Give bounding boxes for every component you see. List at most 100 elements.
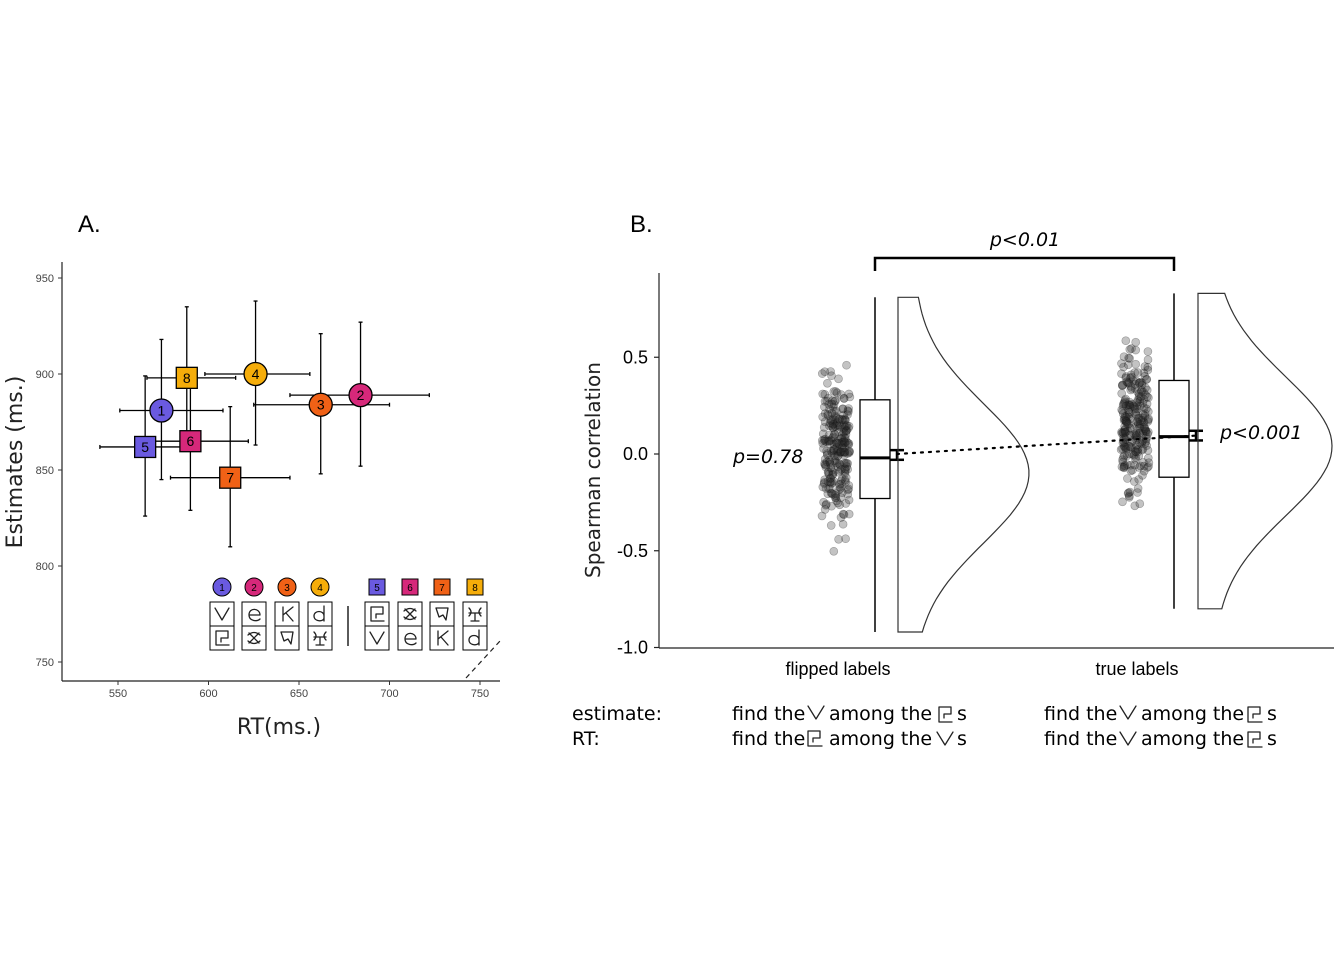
jitter-point: [1140, 424, 1149, 433]
panel-b-label: B.: [630, 211, 653, 238]
jitter-point: [1125, 492, 1134, 502]
jitter-point: [818, 389, 828, 399]
jitter-point: [1118, 428, 1128, 437]
jitter-point: [841, 534, 850, 544]
jitter-point: [1123, 474, 1132, 483]
jitter-point: [1132, 440, 1141, 450]
jitter-point: [1143, 362, 1153, 372]
jitter-point: [1130, 404, 1140, 414]
b-y-tick-label: 0.5: [623, 347, 648, 367]
jitter-point: [835, 485, 844, 494]
jitter-point: [1143, 429, 1152, 439]
jitter-point: [1137, 386, 1146, 395]
x-ticks: 550 600 650 700 750: [109, 681, 489, 700]
x-tick-label: 700: [380, 688, 398, 700]
raincloud-groups: [859, 292, 1333, 633]
jitter-point: [1118, 457, 1128, 467]
jitter-point: [1123, 451, 1132, 461]
jitter-point: [832, 388, 842, 398]
jitter-point: [1138, 415, 1147, 425]
jitter-point: [817, 511, 827, 521]
target-glyph-icon: [403, 607, 417, 621]
jitter-point: [825, 457, 835, 467]
comparison-pvalue: p<0.01: [989, 229, 1060, 251]
jitter-point: [824, 437, 834, 446]
among-the-text: among the: [829, 728, 932, 750]
jitter-point: [1120, 451, 1129, 460]
jitter-point: [1124, 419, 1133, 429]
jitter-point: [1137, 380, 1147, 390]
target-glyph-icon: [435, 607, 449, 621]
distractor-glyph-icon: [437, 630, 449, 646]
b-y-ticks: 0.5 0.0 -0.5 -1.0: [617, 347, 659, 658]
legend-circle-4: [310, 577, 330, 597]
jitter-point: [844, 421, 854, 431]
jitter-point: [843, 449, 852, 458]
jitter-point: [818, 482, 828, 492]
jitter-point: [833, 462, 843, 472]
jitter-point: [825, 458, 835, 467]
jitter-point: [1120, 424, 1130, 434]
jitter-point: [1130, 444, 1140, 453]
jitter-point: [843, 489, 853, 499]
jitter-point: [1118, 455, 1127, 465]
jitter-point: [840, 447, 850, 457]
jitter-point: [833, 421, 843, 431]
jitter-point: [1125, 491, 1134, 501]
jitter-point: [1131, 429, 1141, 438]
point-label-4: 4: [252, 366, 260, 382]
jitter-point: [1122, 417, 1131, 427]
b-y-tick-label: 0.0: [623, 444, 648, 464]
jitter-point: [819, 479, 829, 488]
jitter-point: [1143, 445, 1153, 455]
jitter-point: [841, 477, 850, 487]
jitter-point: [1139, 466, 1149, 476]
jitter-point: [824, 400, 834, 409]
distractor-glyph-icon: [404, 632, 417, 646]
jitter-point: [820, 390, 830, 399]
panel-b: B. 0.5 0.0 -0.5 -1.0 flipped labels true la…: [581, 211, 1334, 679]
jitter-point: [838, 438, 847, 447]
jitter-point: [829, 445, 839, 455]
jitter-point: [841, 499, 851, 508]
jitter-point: [1130, 501, 1140, 511]
legend-distractor-box: [364, 625, 390, 651]
jitter-point: [826, 488, 836, 498]
pvalue-true: p<0.001: [1219, 422, 1302, 444]
jitter-point: [1121, 373, 1131, 383]
jitter-point: [831, 413, 841, 422]
jitter-point: [1143, 355, 1153, 365]
jitter-point: [1124, 449, 1134, 459]
jitter-point: [1125, 442, 1135, 451]
jitter-point: [1117, 405, 1126, 415]
x-tick-label: 650: [290, 688, 308, 700]
jitter-point: [817, 436, 827, 445]
jitter-point: [1131, 359, 1140, 369]
category-label-true: true labels: [1095, 659, 1178, 679]
jitter-point: [1120, 442, 1129, 452]
jitter-point: [840, 415, 850, 425]
point-label-5: 5: [141, 439, 149, 455]
jitter-point: [1139, 417, 1149, 427]
jitter-point: [836, 484, 846, 493]
jitter-point: [1137, 439, 1146, 449]
jitter-point: [1139, 458, 1148, 467]
jitter-point: [839, 420, 849, 430]
jitter-point: [832, 438, 841, 448]
y-tick-label: 750: [36, 657, 54, 669]
jitter-point: [1141, 390, 1150, 399]
jitter-point: [1125, 354, 1134, 363]
point-square-6: [179, 430, 202, 453]
jitter-point: [829, 476, 838, 486]
jitter-point: [836, 447, 846, 457]
jitter-point: [836, 493, 846, 502]
jitter-point: [1118, 380, 1127, 390]
jitter-point: [839, 410, 848, 420]
jitter-point: [824, 430, 834, 440]
jitter-point: [830, 407, 839, 416]
jitter-point: [1123, 426, 1132, 436]
jitter-point: [823, 393, 833, 403]
jitter-point: [1131, 454, 1140, 464]
point-circle-3: [308, 392, 333, 417]
jitter-point: [824, 469, 834, 479]
